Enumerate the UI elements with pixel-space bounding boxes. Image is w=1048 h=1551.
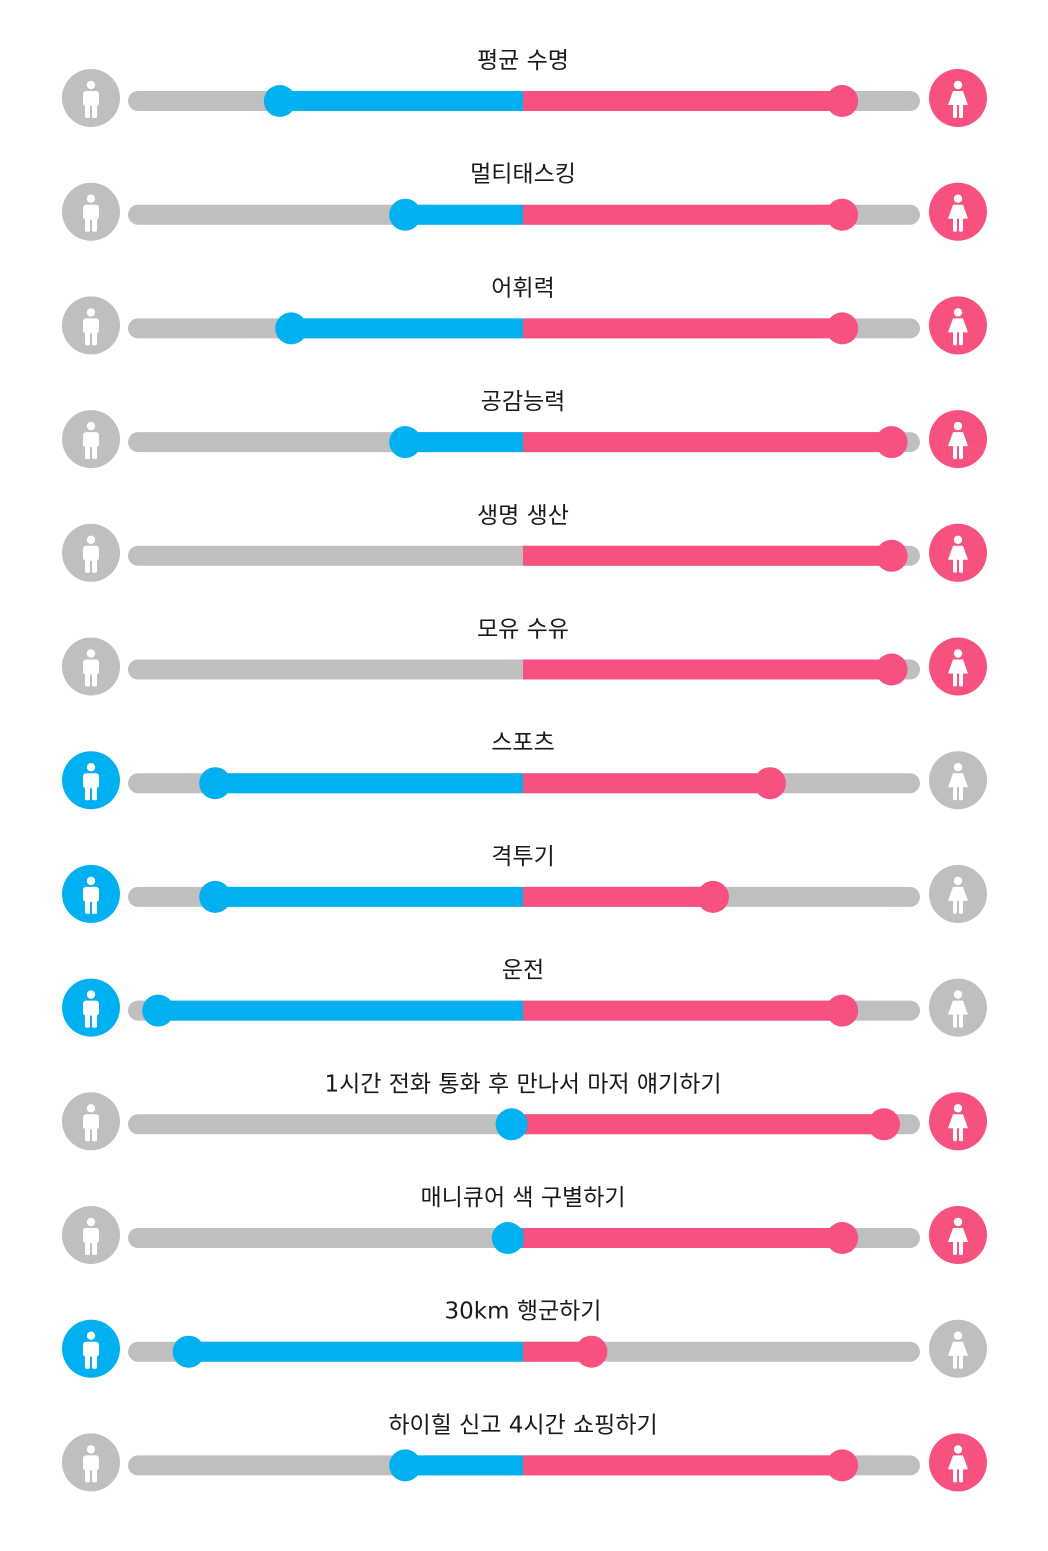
female-person-icon [929,864,987,923]
male-person-icon [62,182,120,241]
male-person-icon [62,1092,120,1151]
male-person-icon [62,751,120,810]
chart-row: 평균 수명 [62,48,987,127]
chart-row: 모유 수유 [62,617,987,696]
female-person-icon [929,410,987,469]
female-end-dot [826,994,859,1027]
female-person-icon [929,69,987,127]
male-end-dot [199,767,232,800]
row-label: 모유 수유 [477,617,569,643]
female-end-dot [697,880,729,913]
male-person-icon [62,69,120,127]
female-person-icon [929,1433,987,1492]
row-label: 격투기 [491,844,554,870]
chart-row: 멀티태스킹 [62,162,987,241]
female-person-icon [929,978,987,1037]
male-end-dot [495,1108,528,1141]
female-end-dot [875,426,908,459]
female-end-dot [826,85,859,117]
row-label: 스포츠 [491,730,554,756]
female-end-dot [754,767,786,800]
female-end-dot [826,312,859,345]
male-end-dot [389,1449,422,1482]
male-person-icon [62,978,120,1037]
male-end-dot [172,1335,205,1368]
male-person-icon [62,296,120,355]
chart-row: 어휘력 [62,275,987,355]
male-end-dot [389,198,422,231]
chart-row: 1시간 전화 통화 후 만나서 마저 얘기하기 [62,1071,987,1151]
female-person-icon [929,1092,987,1151]
chart-row: 생명 생산 [62,503,987,582]
male-end-dot [142,994,175,1027]
female-end-dot [826,1222,859,1254]
row-label: 생명 생산 [477,503,569,529]
row-label: 평균 수명 [477,48,569,74]
female-end-dot [575,1335,608,1368]
row-label: 하이힐 신고 4시간 쇼핑하기 [388,1412,657,1438]
male-end-dot [491,1222,524,1254]
female-end-dot [826,1449,859,1482]
row-label: 멀티태스킹 [470,162,576,188]
row-label: 운전 [502,958,544,984]
female-person-icon [929,182,987,241]
male-end-dot [199,880,232,913]
female-person-icon [929,751,987,810]
male-person-icon [62,410,120,469]
chart-row: 스포츠 [62,730,987,810]
female-person-icon [929,1206,987,1264]
female-end-dot [826,198,859,231]
row-label: 공감능력 [481,389,566,415]
female-person-icon [929,637,987,696]
chart-row: 30km 행군하기 [62,1299,987,1378]
male-person-icon [62,1206,120,1264]
female-person-icon [929,1319,987,1378]
male-end-dot [263,85,296,117]
female-end-dot [875,653,908,686]
male-person-icon [62,1433,120,1492]
row-label: 30km 행군하기 [445,1299,602,1325]
female-person-icon [929,523,987,582]
row-label: 어휘력 [491,275,554,301]
chart-row: 공감능력 [62,389,987,469]
female-end-dot [875,539,908,572]
chart-row: 하이힐 신고 4시간 쇼핑하기 [62,1412,987,1492]
male-person-icon [62,637,120,696]
male-end-dot [275,312,308,345]
chart-row: 격투기 [62,844,987,923]
chart-row: 운전 [62,958,987,1037]
male-end-dot [389,426,422,459]
row-label: 1시간 전화 통화 후 만나서 마저 얘기하기 [324,1071,721,1097]
female-person-icon [929,296,987,355]
male-person-icon [62,864,120,923]
male-person-icon [62,523,120,582]
male-person-icon [62,1319,120,1378]
row-label: 매니큐어 색 구별하기 [420,1185,625,1211]
chart-row: 매니큐어 색 구별하기 [62,1185,987,1264]
female-end-dot [868,1108,900,1141]
